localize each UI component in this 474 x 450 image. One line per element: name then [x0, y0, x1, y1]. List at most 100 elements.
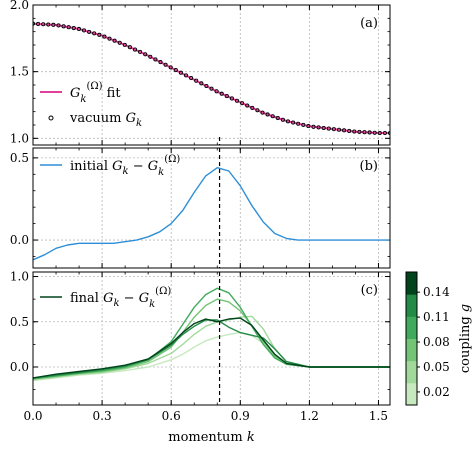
- vacuum-marker: [367, 130, 372, 135]
- vacuum-marker: [331, 127, 336, 132]
- vacuum-marker: [71, 26, 76, 31]
- vacuum-marker: [362, 130, 367, 135]
- vacuum-marker: [178, 70, 183, 75]
- y-tick-label: 0.0: [10, 360, 29, 374]
- legend-b: initial Gk − Gk(Ω): [40, 154, 180, 178]
- colorbar-swatch: [406, 272, 417, 295]
- legend-fit-label-part: k: [80, 94, 86, 105]
- series-line-5: [33, 319, 390, 379]
- colorbar-swatch: [406, 338, 417, 362]
- vacuum-marker: [301, 122, 306, 127]
- vacuum-marker: [56, 23, 61, 28]
- legend-vacuum-label-part: k: [136, 118, 142, 129]
- vacuum-marker: [33, 21, 36, 26]
- vacuum-marker: [183, 73, 189, 78]
- vacuum-marker: [51, 22, 56, 27]
- legend-initial-label-part: −: [129, 159, 148, 174]
- y-tick-label: 1.0: [10, 270, 29, 284]
- legend-final-label-part: final: [70, 291, 103, 306]
- vacuum-marker: [132, 47, 138, 52]
- legend-vacuum-label: vacuum Gk: [69, 111, 142, 129]
- panel-1: 1.0 1.5 2.0 (a): [10, 0, 391, 146]
- y-tick-label: 2.0: [10, 0, 29, 12]
- vacuum-marker: [112, 38, 117, 43]
- vacuum-marker: [372, 130, 377, 135]
- vacuum-marker: [250, 105, 255, 110]
- panel-frame: [32, 4, 391, 146]
- vacuum-marker: [347, 128, 352, 133]
- vacuum-marker: [291, 120, 296, 125]
- legend-final-label-part: G: [103, 291, 113, 306]
- vacuum-marker: [382, 130, 387, 136]
- vacuum-marker: [296, 121, 301, 126]
- y-tick-label: 1.5: [10, 65, 29, 79]
- vacuum-marker: [97, 32, 102, 37]
- vacuum-marker: [285, 119, 291, 124]
- vacuum-marker: [260, 110, 265, 115]
- colorbar-swatch: [406, 294, 417, 317]
- colorbar-tick-label: 0.05: [423, 360, 450, 374]
- vacuum-marker: [138, 49, 143, 54]
- vacuum-marker: [275, 115, 280, 121]
- x-axis-label-part: k: [247, 430, 255, 445]
- vacuum-marker: [143, 52, 148, 57]
- colorbar-label: coupling g: [458, 304, 473, 373]
- colorbar-swatch: [406, 382, 417, 406]
- legend-final-label-part: G: [139, 291, 149, 306]
- panel-3: 0.0 0.5 1.0 (c): [10, 270, 391, 406]
- colorbar-swatch: [406, 360, 417, 384]
- vacuum-marker: [92, 31, 97, 36]
- vacuum-marker: [229, 96, 234, 101]
- colorbar-tick-label: 0.11: [423, 310, 450, 324]
- x-axis-label: momentum k: [168, 430, 255, 445]
- series-line-6: [33, 317, 390, 379]
- panel-label: (b): [360, 159, 378, 174]
- legend-vacuum-label-part: G: [126, 111, 136, 126]
- vacuum-marker: [158, 60, 163, 65]
- legend-fit-label-part: fit: [103, 86, 122, 101]
- vacuum-marker: [234, 98, 240, 103]
- series-group: [33, 166, 390, 261]
- series-group: [33, 287, 390, 382]
- vacuum-marker: [199, 81, 204, 86]
- legend-fit-label-part: (Ω): [86, 81, 102, 92]
- vacuum-marker: [168, 65, 173, 70]
- colorbar-swatch: [406, 316, 417, 339]
- series-line-1: [33, 22, 390, 134]
- colorbar-tick-label: 0.14: [423, 285, 450, 299]
- x-tick-label: 0.0: [23, 409, 42, 423]
- panel-frame: [32, 147, 391, 269]
- vacuum-marker: [311, 124, 316, 129]
- y-tick-label: 0.5: [10, 315, 29, 329]
- vacuum-marker: [173, 68, 178, 73]
- legend-initial-label: initial Gk − Gk(Ω): [70, 154, 180, 178]
- vacuum-marker: [66, 25, 71, 30]
- vacuum-marker: [377, 130, 382, 136]
- legend-final-label-part: −: [120, 291, 139, 306]
- vacuum-marker: [122, 42, 127, 47]
- vacuum-marker: [41, 22, 46, 27]
- vacuum-marker: [280, 117, 285, 122]
- legend-fit-label: Gk(Ω) fit: [70, 81, 121, 105]
- vacuum-marker: [326, 126, 331, 131]
- panel-frame: [32, 271, 391, 406]
- vacuum-marker: [357, 129, 362, 134]
- colorbar-frame: [405, 271, 418, 406]
- y-tick-label: 0.5: [10, 151, 29, 165]
- panel-2: 0.0 0.5 (b): [10, 147, 391, 269]
- legend-final-label-part: (Ω): [155, 286, 171, 297]
- panel-label: (c): [361, 283, 378, 298]
- vacuum-marker: [321, 125, 326, 131]
- vacuum-marker: [46, 22, 51, 27]
- vacuum-marker: [342, 128, 347, 133]
- x-tick-label: 0.6: [162, 409, 181, 423]
- vacuum-marker: [81, 28, 87, 33]
- vacuum-marker: [194, 78, 199, 83]
- x-tick-label: 0.3: [93, 409, 112, 423]
- vacuum-marker: [204, 83, 209, 89]
- legend-final-label: final Gk − Gk(Ω): [70, 286, 171, 310]
- vacuum-marker: [102, 34, 107, 39]
- legend-initial-label-part: G: [148, 159, 158, 174]
- x-tick-label: 0.9: [231, 409, 250, 423]
- vacuum-marker: [61, 24, 66, 29]
